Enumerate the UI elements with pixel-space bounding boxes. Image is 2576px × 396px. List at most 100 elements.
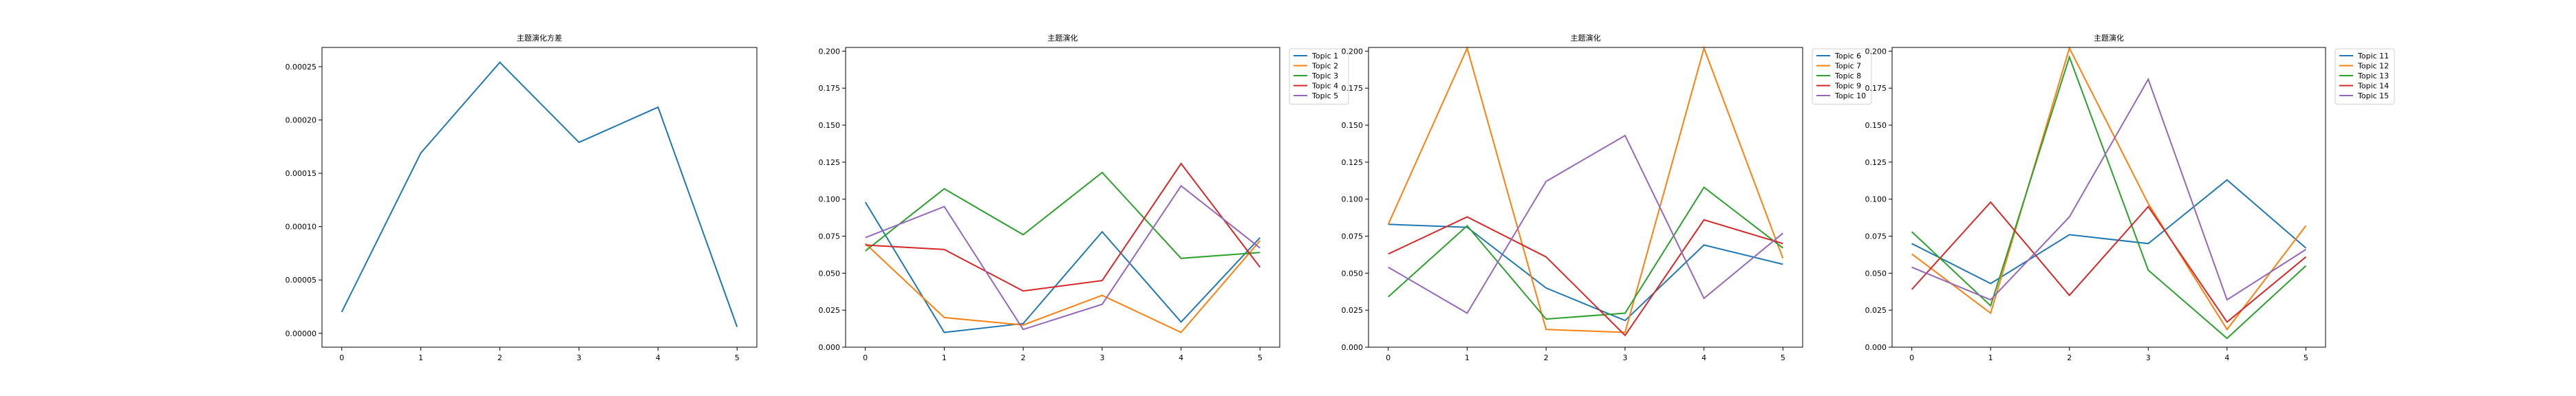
axes-frame: [1368, 47, 1803, 348]
series-line-topic-6: [1388, 223, 1783, 322]
chart-3: 主题演化 0 1 2 3 4 5 0.000 0.025 0.050 0.075 0.100 0.125…: [1342, 33, 1872, 362]
series-line-topic-5: [865, 184, 1260, 331]
chart-title: 主题演化: [1571, 33, 1601, 43]
chart-title: 主题演化方差: [517, 33, 562, 43]
y-tick-label: 0.075: [1865, 232, 1887, 241]
series-line-topic-3: [865, 171, 1260, 259]
x-tick-label: 1: [1465, 353, 1470, 362]
legend-entry: Topic 14: [2357, 82, 2389, 91]
chart-4: 主题演化 0 1 2 3 4 5 0.000 0.025 0.050 0.075 0.100 0.125…: [1865, 33, 2395, 362]
x-tick-label: 3: [1622, 353, 1627, 362]
legend-entry: Topic 8: [1834, 72, 1861, 80]
x-tick-label: 0: [1909, 353, 1914, 362]
legend-box: [1812, 48, 1872, 104]
series-line-1: [341, 61, 738, 327]
x-tick-label: 2: [2067, 353, 2072, 362]
y-tick-label: 0.00015: [286, 169, 317, 178]
y-tick-label: 0.000: [1342, 343, 1364, 352]
y-tick-label: 0.00020: [286, 116, 317, 125]
x-tick-label: 0: [1386, 353, 1391, 362]
series-line-topic-2: [865, 240, 1261, 333]
y-tick-label: 0.175: [1342, 84, 1364, 93]
x-tick-label: 2: [1021, 353, 1026, 362]
y-tick-label: 0.000: [1865, 343, 1887, 352]
x-tick-label: 4: [1179, 353, 1183, 362]
x-tick-label: 5: [1781, 353, 1785, 362]
x-tick-label: 0: [863, 353, 868, 362]
y-tick-label: 0.025: [819, 306, 841, 315]
series-line-topic-13: [1911, 54, 2307, 340]
y-tick-label: 0.075: [819, 232, 841, 241]
series-line-topic-15: [1911, 77, 2306, 301]
x-tick-label: 3: [577, 353, 581, 362]
y-tick-label: 0.00025: [286, 63, 317, 72]
x-tick-label: 4: [656, 353, 661, 362]
x-tick-label: 2: [1544, 353, 1549, 362]
y-tick-label: 0.00000: [286, 329, 317, 338]
y-tick-label: 0.100: [819, 195, 841, 204]
legend-entry: Topic 9: [1834, 82, 1861, 91]
legend-entry: Topic 12: [2357, 62, 2389, 71]
x-tick-label: 4: [2224, 353, 2229, 362]
series-line-topic-9: [1388, 216, 1783, 337]
chart-title: 主题演化: [2094, 33, 2124, 43]
y-tick-label: 0.200: [819, 47, 841, 56]
chart-2: 主题演化 0 1 2 3 4 5 0.000 0.025 0.050 0.075 0.100 0.125…: [819, 33, 1349, 362]
x-tick-label: 5: [735, 353, 740, 362]
y-tick-label: 0.025: [1865, 306, 1887, 315]
axes-frame: [1891, 47, 2326, 348]
series-line-topic-10: [1388, 134, 1783, 314]
legend-entry: Topic 11: [2357, 52, 2389, 60]
y-tick-label: 0.100: [1865, 195, 1887, 204]
y-tick-label: 0.00005: [286, 276, 317, 285]
x-tick-label: 4: [1702, 353, 1706, 362]
x-tick-label: 1: [1988, 353, 1993, 362]
y-tick-label: 0.150: [819, 121, 841, 130]
legend-entry: Topic 10: [1834, 91, 1866, 100]
series-line-topic-14: [1911, 201, 2307, 323]
y-tick-label: 0.000: [819, 343, 841, 352]
legend-entry: Topic 6: [1834, 52, 1861, 60]
series-line-topic-12: [1911, 46, 2307, 331]
y-tick-label: 0.00010: [286, 223, 317, 232]
x-tick-label: 3: [2146, 353, 2151, 362]
legend-box: [1289, 48, 1349, 104]
axes-frame: [321, 47, 758, 348]
y-tick-label: 0.050: [1342, 269, 1364, 278]
series-line-topic-1: [864, 201, 1261, 333]
x-tick-label: 1: [418, 353, 423, 362]
y-tick-label: 0.100: [1342, 195, 1364, 204]
x-tick-label: 1: [942, 353, 947, 362]
legend-entry: Topic 1: [1311, 52, 1338, 60]
series-line-topic-11: [1911, 179, 2307, 285]
y-tick-label: 0.125: [1342, 158, 1364, 167]
x-tick-label: 0: [339, 353, 344, 362]
y-tick-label: 0.200: [1865, 47, 1887, 56]
y-tick-label: 0.125: [819, 158, 841, 167]
x-tick-label: 5: [1258, 353, 1263, 362]
legend-entry: Topic 13: [2357, 72, 2389, 80]
axes-frame: [845, 47, 1280, 348]
y-tick-label: 0.150: [1342, 121, 1364, 130]
x-tick-label: 5: [2304, 353, 2308, 362]
y-tick-label: 0.200: [1342, 47, 1364, 56]
series-line-topic-4: [865, 162, 1261, 292]
series-line-topic-8: [1388, 186, 1783, 320]
x-tick-label: 3: [1099, 353, 1104, 362]
legend-entry: Topic 3: [1311, 72, 1338, 80]
y-tick-label: 0.175: [1865, 84, 1887, 93]
legend-box: [2334, 48, 2395, 104]
series-line-topic-7: [1387, 45, 1784, 333]
legend-entry: Topic 15: [2357, 91, 2389, 100]
y-tick-label: 0.150: [1865, 121, 1887, 130]
y-tick-label: 0.175: [819, 84, 841, 93]
y-tick-label: 0.050: [1865, 269, 1887, 278]
legend-entry: Topic 5: [1311, 91, 1338, 100]
chart-title: 主题演化: [1048, 33, 1078, 43]
chart-1: 主题演化方差 0 1 2 3 4 5 0.00000 0.00005 0.00010 0.00015…: [286, 33, 758, 362]
y-tick-label: 0.025: [1342, 306, 1364, 315]
legend-entry: Topic 2: [1311, 62, 1338, 71]
legend-entry: Topic 7: [1834, 62, 1861, 71]
y-tick-label: 0.050: [819, 269, 841, 278]
